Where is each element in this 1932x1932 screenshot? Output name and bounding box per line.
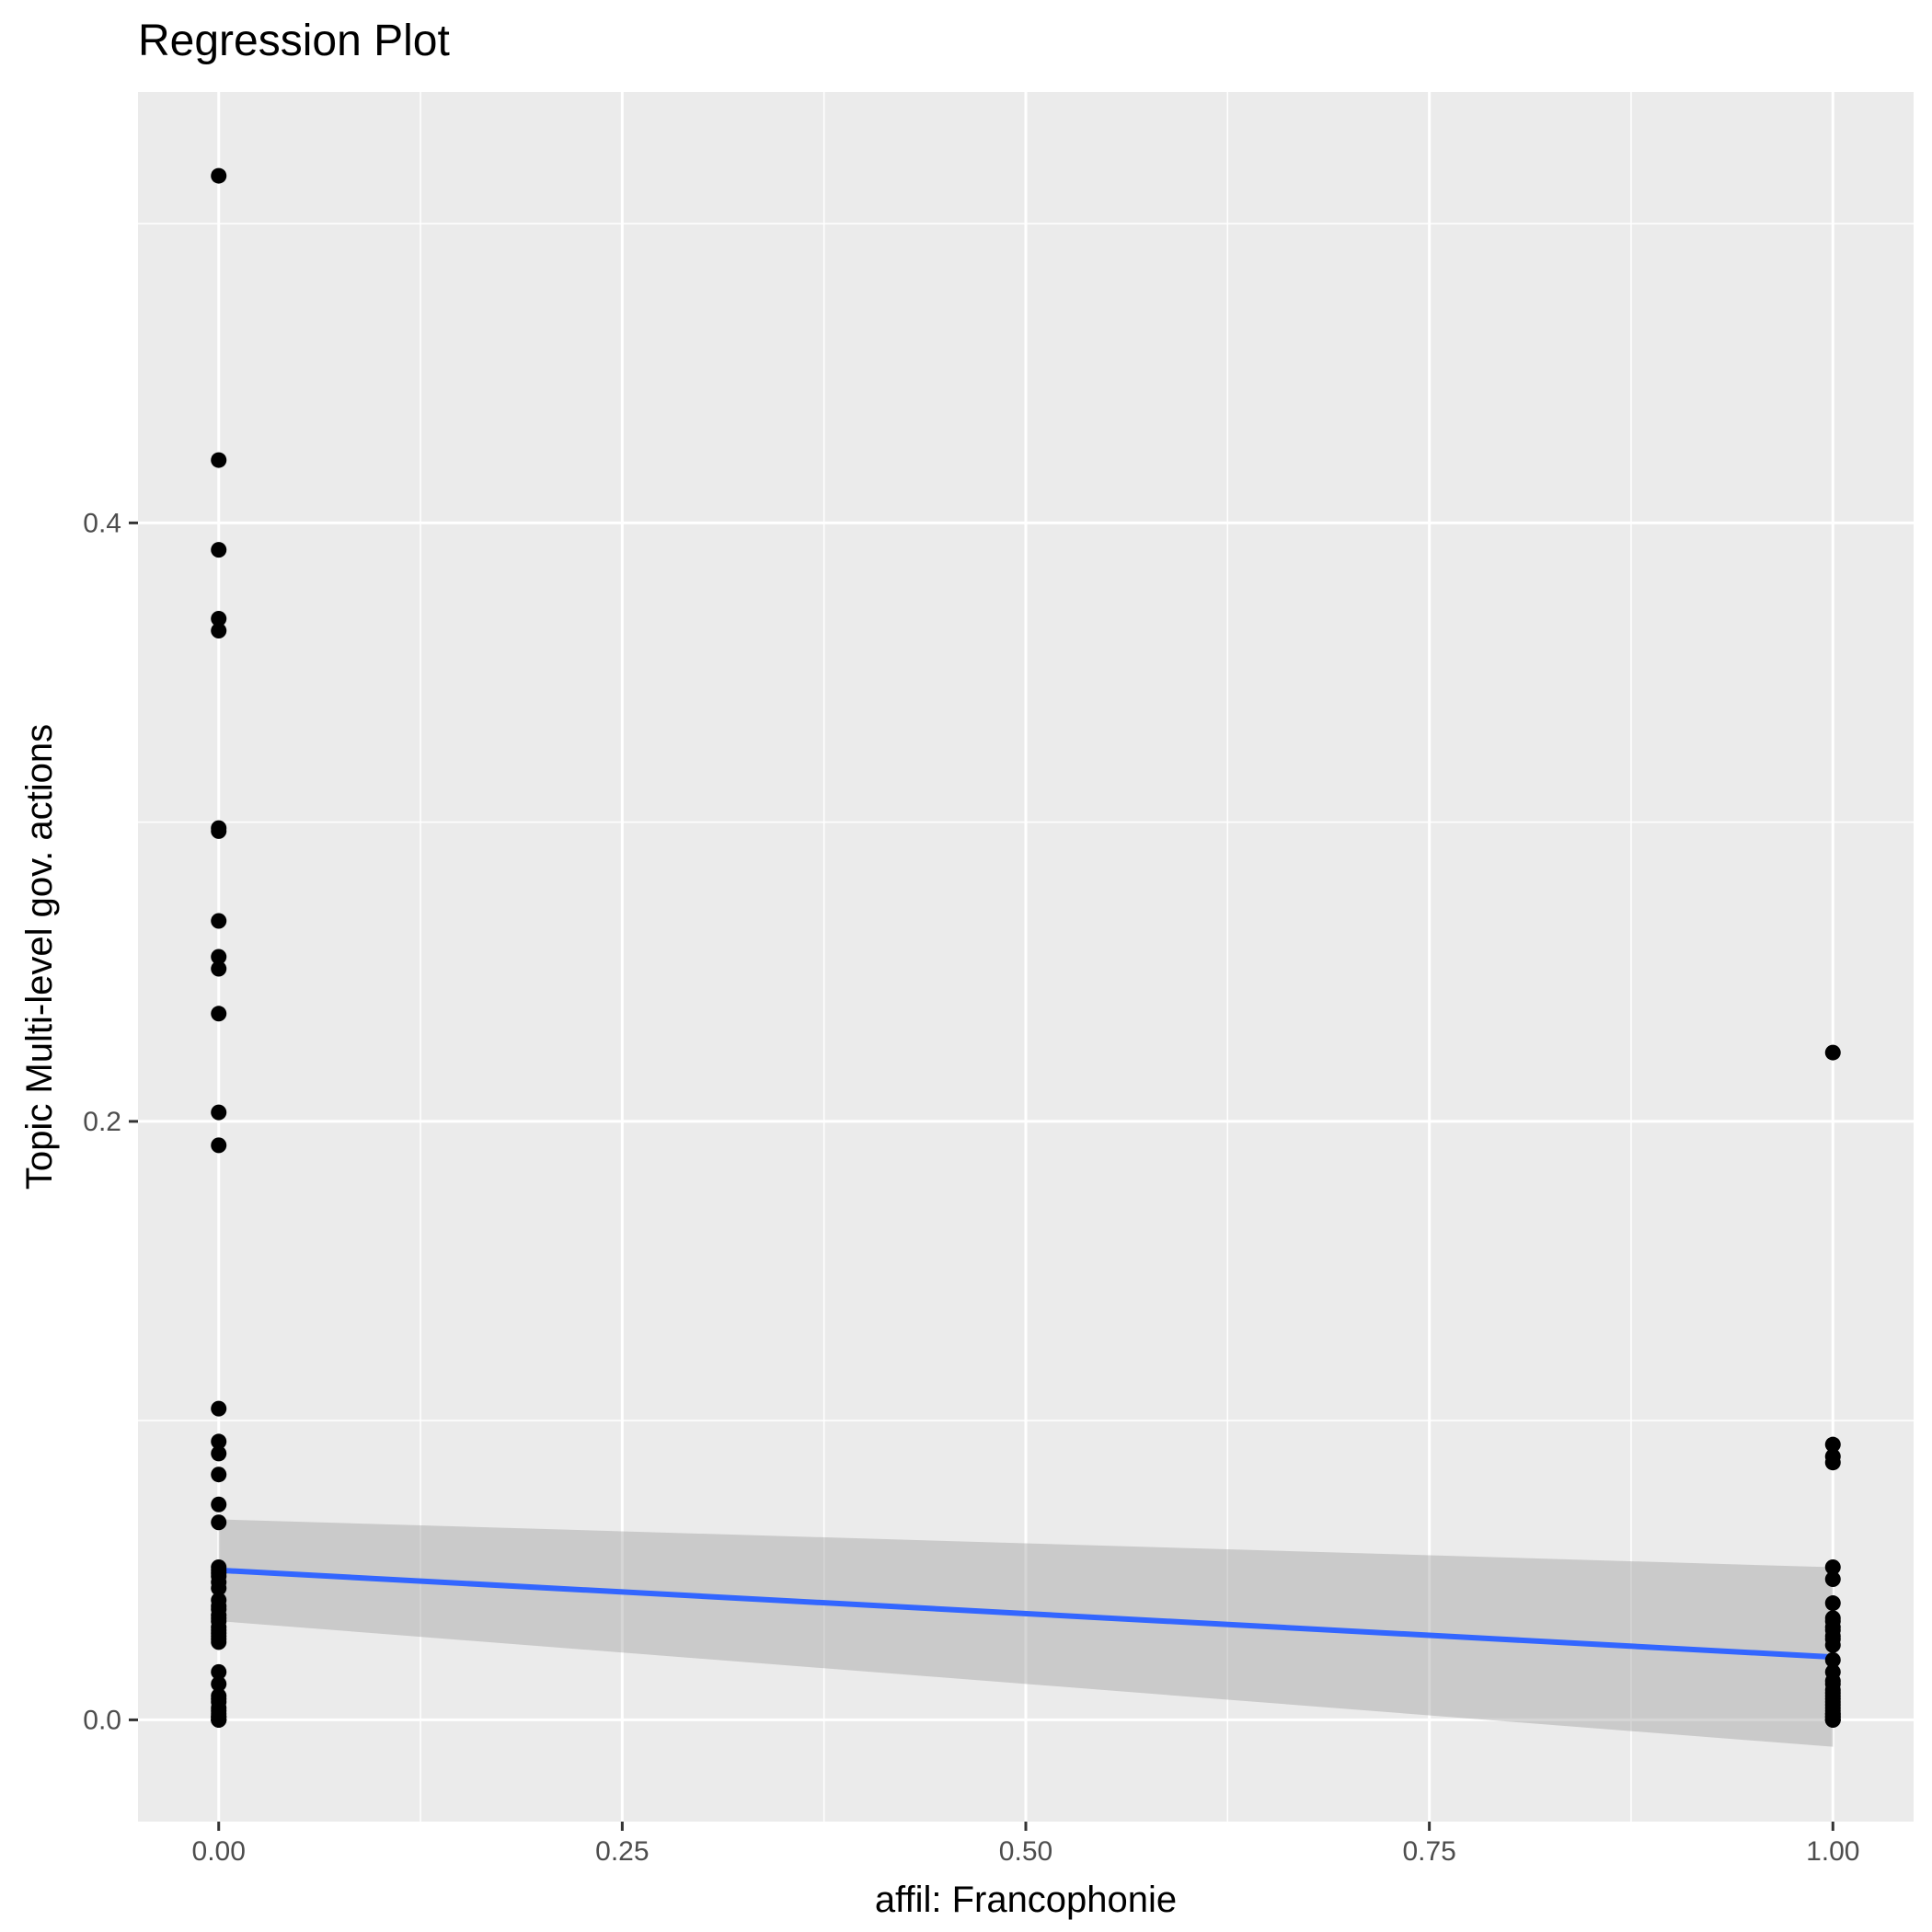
data-point (1824, 1711, 1841, 1728)
data-point (1824, 1571, 1841, 1588)
regression-line (218, 1567, 1834, 1661)
confidence-band (218, 1519, 1834, 1747)
x-axis-title: affil: Francophonie (875, 1880, 1177, 1920)
y-tick-label: 0.2 (83, 1107, 121, 1137)
data-point (1824, 1622, 1841, 1639)
data-point (211, 452, 227, 468)
data-point (211, 1496, 227, 1512)
data-point (211, 167, 227, 184)
y-axis-title: Topic Multi-level gov. actions (19, 724, 60, 1190)
data-point (1824, 1455, 1841, 1471)
confidence-band-layer (218, 1519, 1834, 1747)
data-point (211, 542, 227, 558)
data-point (211, 960, 227, 977)
data-point (211, 1137, 227, 1154)
data-point (211, 1104, 227, 1121)
data-point (1824, 1637, 1841, 1653)
data-point (211, 1663, 227, 1680)
x-tick-label: 1.00 (1806, 1836, 1859, 1867)
data-point (211, 1514, 227, 1531)
data-point (211, 1006, 227, 1022)
data-point (1824, 1691, 1841, 1708)
y-tick-label: 0.0 (83, 1705, 121, 1735)
data-point (1824, 1044, 1841, 1061)
data-point (211, 1675, 227, 1692)
x-tick-label: 0.75 (1402, 1836, 1455, 1867)
y-axis: 0.0 0.2 0.4 (83, 508, 138, 1735)
data-point (1824, 1651, 1841, 1668)
data-point (1824, 1436, 1841, 1453)
data-point (211, 1445, 227, 1462)
data-point (211, 1400, 227, 1417)
data-point (211, 1631, 227, 1648)
data-point (211, 822, 227, 839)
x-tick-label: 0.50 (999, 1836, 1052, 1867)
data-point (211, 1610, 227, 1627)
x-tick-label: 0.25 (595, 1836, 649, 1867)
data-point (211, 610, 227, 627)
chart-title: Regression Plot (138, 17, 450, 65)
data-points (211, 167, 1841, 1728)
data-point (211, 1580, 227, 1596)
data-point (1824, 1559, 1841, 1576)
data-point (211, 1466, 227, 1483)
data-point (211, 1565, 227, 1581)
data-point (211, 1708, 227, 1725)
y-tick-label: 0.4 (83, 508, 121, 538)
x-axis: 0.00 0.25 0.50 0.75 1.00 (192, 1822, 1859, 1867)
data-point (1824, 1595, 1841, 1612)
data-point (211, 622, 227, 638)
data-point (211, 913, 227, 929)
major-gridlines (138, 92, 1914, 1822)
x-tick-label: 0.00 (192, 1836, 246, 1867)
data-point (211, 949, 227, 965)
data-point (211, 1433, 227, 1450)
regression-line-layer (218, 1567, 1834, 1661)
